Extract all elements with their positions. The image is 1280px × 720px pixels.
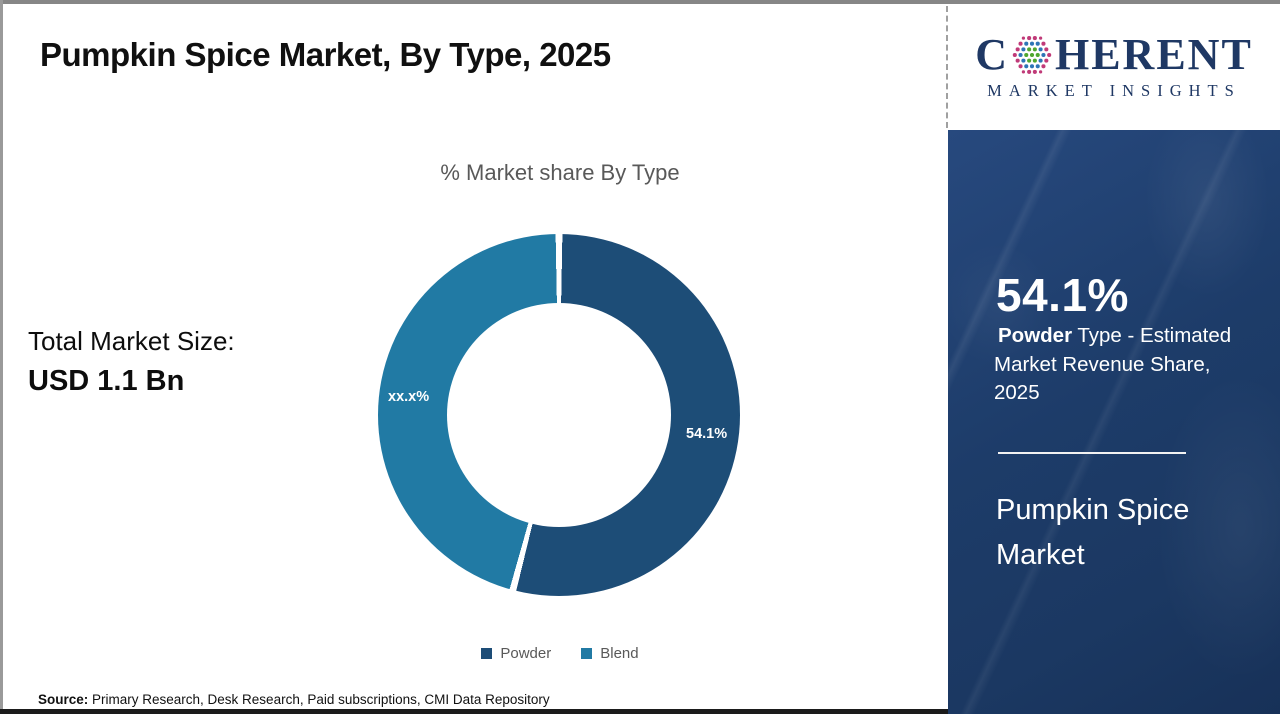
source-label: Source: xyxy=(38,692,89,707)
legend-label-blend: Blend xyxy=(600,645,639,662)
donut-chart xyxy=(378,234,740,596)
total-market-size-block: Total Market Size: USD 1.1 Bn xyxy=(28,326,235,398)
sidebar-market-title: Pumpkin Spice Market xyxy=(996,494,1190,571)
legend-item-powder: Powder xyxy=(481,645,551,662)
top-border-bar xyxy=(0,0,1280,4)
page-title: Pumpkin Spice Market, By Type, 2025 xyxy=(40,36,611,73)
total-market-size-value: USD 1.1 Bn xyxy=(28,365,185,397)
sidebar-stat-segment: Powder xyxy=(998,324,1073,347)
slice-label-powder: 54.1% xyxy=(686,426,728,442)
dashed-divider xyxy=(946,6,948,128)
source-text: Primary Research, Desk Research, Paid su… xyxy=(88,692,550,707)
chart-legend: Powder Blend xyxy=(310,645,810,662)
legend-item-blend: Blend xyxy=(581,645,639,662)
legend-swatch-powder xyxy=(481,648,493,659)
source-attribution: Source: Primary Research, Desk Research,… xyxy=(38,692,550,707)
brand-logo-row: C HERENT xyxy=(975,33,1253,77)
bottom-border-bar xyxy=(0,709,948,714)
sidebar-stat-desc-rest: Type - Estimated Market Revenue Share, 2… xyxy=(994,324,1232,404)
highlight-sidebar: 54.1% Powder Type - Estimated Market Rev… xyxy=(948,130,1280,714)
brand-subtitle: MARKET INSIGHTS xyxy=(987,81,1241,100)
left-border-bar xyxy=(0,0,3,714)
chart-title: % Market share By Type xyxy=(440,160,680,185)
brand-logo: C HERENT MARKET INSIGHTS xyxy=(948,4,1280,130)
brand-name-prefix: C xyxy=(975,30,1009,79)
coherent-globe-icon xyxy=(1011,33,1053,77)
sidebar-stat-value: 54.1% xyxy=(996,269,1129,321)
sidebar-divider-line xyxy=(998,452,1186,454)
total-market-size-label: Total Market Size: xyxy=(28,326,235,356)
slice-label-blend: xx.x% xyxy=(388,389,430,405)
legend-swatch-blend xyxy=(581,648,593,659)
donut-hole xyxy=(447,303,671,527)
legend-label-powder: Powder xyxy=(500,645,552,662)
brand-name-suffix: HERENT xyxy=(1054,30,1253,79)
sidebar-stat-description: Powder Type - Estimated Market Revenue S… xyxy=(994,322,1248,408)
